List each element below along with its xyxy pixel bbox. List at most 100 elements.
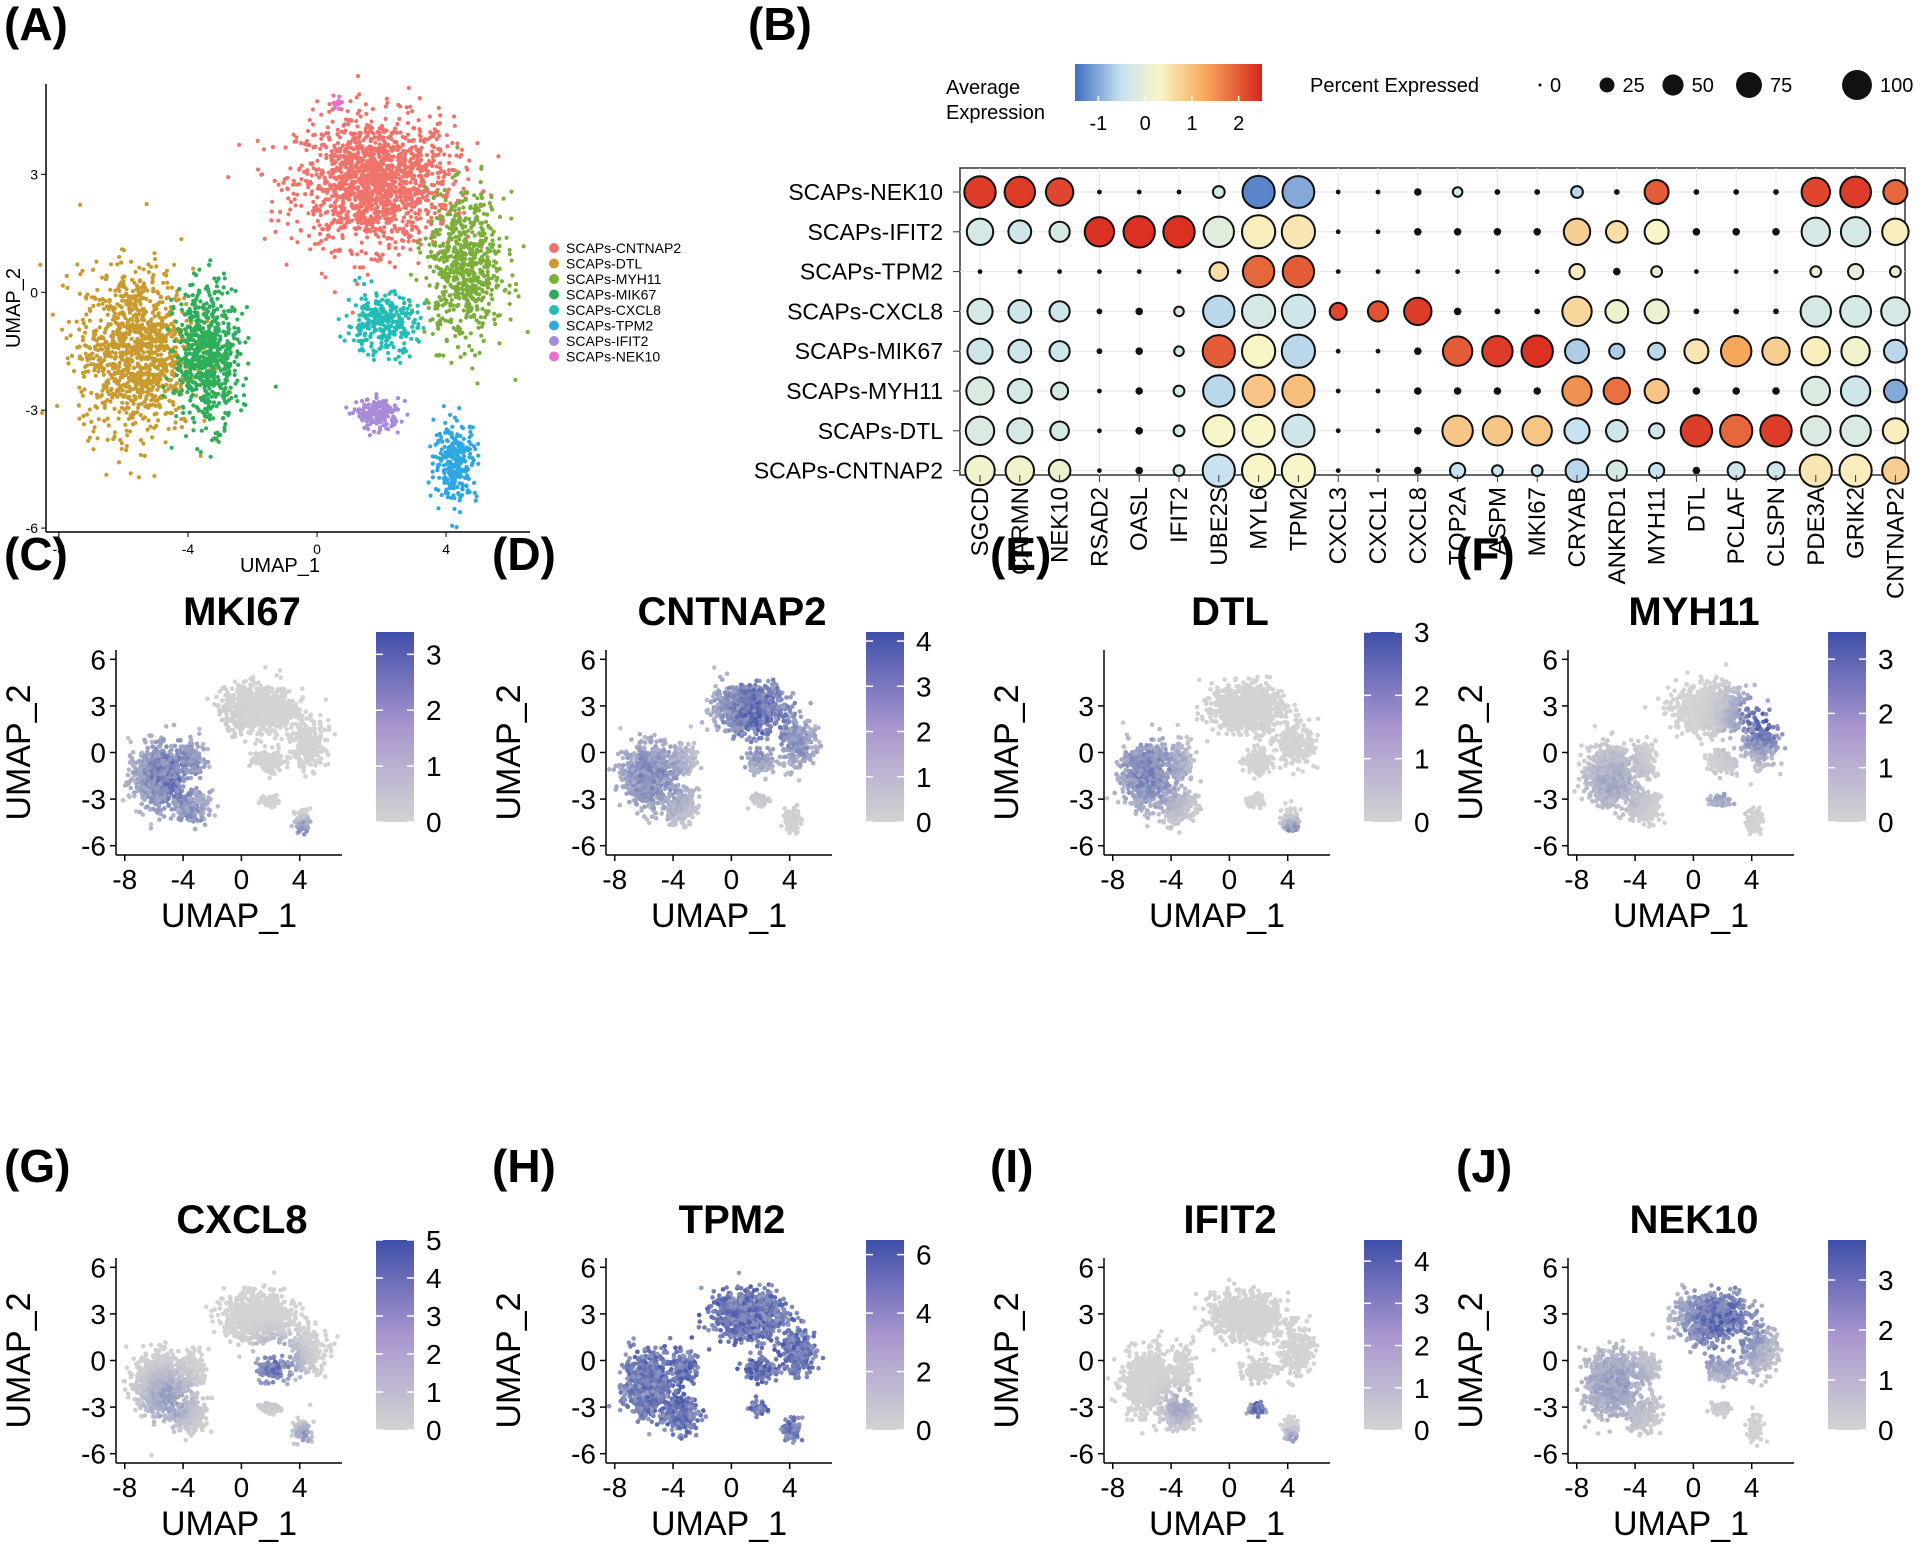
dot (1208, 261, 1230, 282)
dot (1453, 228, 1462, 236)
color-legend-tick-label: 1 (1186, 113, 1197, 135)
gene-label: ANKRD1 (1604, 487, 1631, 584)
feature-plot-cntnap2: CNTNAP2 -8 -4 0 4 -6 -3 0 3 6 UMAP_1 UMAP_2 0 1 2 3 4 (490, 590, 932, 935)
size-legend-tick-label: 50 (1692, 75, 1714, 97)
y-axis-label: UMAP_2 (0, 684, 38, 820)
x-tick-label: 0 (234, 1472, 250, 1503)
dot (1044, 177, 1075, 207)
dot (1241, 254, 1276, 289)
dot (1491, 464, 1504, 478)
size-legend: Percent Expressed 0 25 50 75 100 (1310, 70, 1913, 100)
dot (1007, 219, 1033, 245)
x-tick-label: 4 (1280, 864, 1296, 895)
cluster-points (344, 392, 410, 438)
legend-entry: SCAPs-TPM2 (566, 318, 653, 334)
dot (1136, 189, 1142, 195)
legend-entry: SCAPs-NEK10 (566, 349, 660, 365)
colorbar (1828, 1240, 1866, 1430)
colorbar-tick-label: 0 (426, 1415, 442, 1446)
dot (1281, 373, 1316, 409)
gene-label: SGCD (967, 487, 994, 556)
dot (1561, 375, 1593, 407)
dot (1761, 336, 1791, 366)
panel-label-E: (E) (990, 528, 1051, 580)
x-axis-label: UMAP_1 (1613, 897, 1749, 935)
y-tick-label: 3 (580, 691, 596, 722)
dot (1732, 228, 1740, 236)
dot (1007, 299, 1033, 324)
dot (1135, 466, 1143, 475)
cell-points (120, 665, 338, 837)
dot (1534, 189, 1541, 195)
y-tick-label: 6 (90, 1252, 106, 1283)
dot (1176, 189, 1182, 195)
x-tick-label: 0 (1222, 1472, 1238, 1503)
dot (964, 454, 996, 487)
gene-label: CARMN (1007, 487, 1034, 575)
x-tick-label: -4 (661, 1472, 686, 1503)
dot (1800, 176, 1832, 208)
dot (1683, 338, 1710, 365)
dot (1335, 189, 1341, 195)
colorbar-tick-label: 6 (916, 1240, 932, 1271)
dot (1534, 308, 1541, 315)
dot (1335, 229, 1341, 235)
dot (1733, 269, 1739, 274)
x-tick-label: 0 (313, 541, 321, 557)
dot (1201, 453, 1236, 488)
dot (1375, 348, 1381, 354)
x-tick-label: -4 (661, 864, 686, 895)
cell-points (121, 1270, 340, 1458)
size-legend-dot (1538, 83, 1542, 87)
row-label: SCAPs-IFIT2 (808, 219, 943, 245)
colorbar (1364, 632, 1402, 822)
color-legend: Average Expression -1 0 1 2 (946, 64, 1262, 135)
dot (1328, 301, 1348, 321)
colorbar (866, 1240, 904, 1430)
dot (1057, 269, 1062, 274)
dot (1693, 189, 1700, 195)
x-tick-label: 4 (292, 1472, 308, 1503)
y-tick-label: -6 (1533, 831, 1558, 862)
dot (1375, 269, 1381, 274)
feature-title: DTL (1191, 590, 1269, 634)
legend-swatch (549, 305, 559, 315)
colorbar-tick-label: 1 (1878, 1365, 1894, 1396)
dot (1135, 347, 1143, 356)
dot (1608, 342, 1626, 360)
dot (1202, 215, 1236, 249)
dot (1694, 269, 1699, 274)
row-label: SCAPs-DTL (818, 418, 943, 444)
dot (1003, 175, 1036, 209)
dot (1172, 384, 1186, 398)
y-tick-label: 3 (1078, 691, 1094, 722)
size-legend-tick-label: 75 (1770, 75, 1792, 97)
color-legend-bar (1075, 64, 1262, 101)
dot (1173, 345, 1185, 358)
cluster-points (426, 404, 481, 530)
panel-label-H: (H) (492, 1140, 556, 1192)
legend-entry: SCAPs-CNTNAP2 (566, 240, 681, 256)
dot (1481, 415, 1514, 447)
feature-title: TPM2 (679, 1198, 786, 1242)
x-tick-label: 0 (1686, 1472, 1702, 1503)
size-legend-dot (1736, 72, 1762, 98)
gene-label: PDE3A (1803, 487, 1830, 566)
dot (1335, 468, 1341, 473)
umap-cluster-plot: -8 -4 0 4-6-303UMAP_1UMAP_2SCAPs-CNTNAP2SCA… (3, 74, 681, 577)
cluster-points (331, 93, 344, 111)
y-axis-label: UMAP_2 (1452, 1292, 1490, 1428)
dot (1048, 300, 1071, 323)
y-tick-label: 3 (1078, 1299, 1094, 1330)
panel-label-D: (D) (492, 528, 556, 580)
x-axis-label: UMAP_1 (651, 1505, 787, 1543)
dot (1135, 387, 1143, 395)
y-tick-label: 0 (90, 1346, 106, 1377)
dot (1809, 265, 1823, 279)
dot (1241, 373, 1276, 409)
y-tick-label: -3 (1533, 784, 1558, 815)
colorbar-tick-label: 3 (916, 671, 932, 702)
dot (1733, 308, 1740, 315)
dot (1414, 228, 1422, 236)
y-tick-label: -3 (571, 1392, 596, 1423)
